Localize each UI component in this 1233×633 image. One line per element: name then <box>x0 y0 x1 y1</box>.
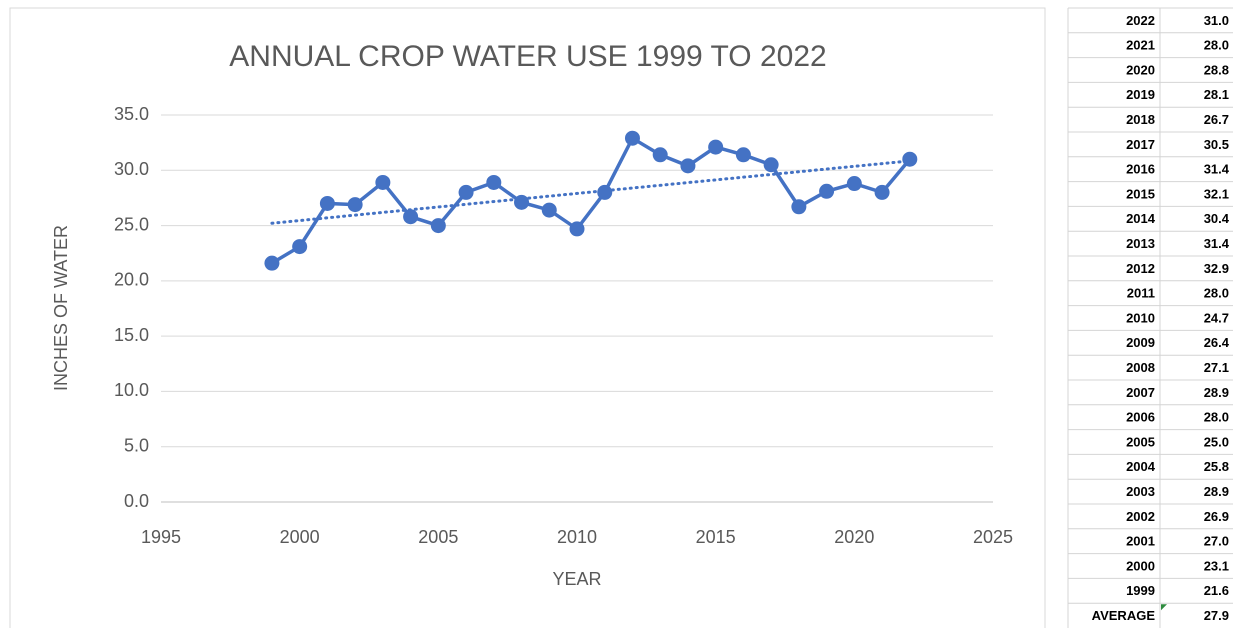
cell: 25.0 <box>1204 434 1229 449</box>
marker <box>680 158 696 174</box>
marker <box>624 130 640 146</box>
cell: 2009 <box>1126 335 1155 350</box>
cell: 2018 <box>1126 112 1155 127</box>
cell: 2022 <box>1126 13 1155 28</box>
cell: 2003 <box>1126 484 1155 499</box>
cell: 30.4 <box>1204 211 1230 226</box>
marker <box>846 176 862 192</box>
marker <box>569 221 585 237</box>
marker <box>514 194 530 210</box>
chart-area <box>9 7 1046 633</box>
marker <box>292 239 308 255</box>
cell: 25.8 <box>1204 459 1229 474</box>
cell: 2005 <box>1126 434 1155 449</box>
cell: 28.0 <box>1204 286 1229 301</box>
cell: 2012 <box>1126 261 1155 276</box>
cell: 31.4 <box>1204 236 1230 251</box>
cell: 27.0 <box>1204 534 1229 549</box>
cell: 32.1 <box>1204 186 1229 201</box>
y-tick-label: 15.0 <box>114 325 149 345</box>
cell: 2021 <box>1126 38 1155 53</box>
cell: 21.6 <box>1204 583 1229 598</box>
cell: 2000 <box>1126 558 1155 573</box>
x-tick-label: 2020 <box>834 527 874 547</box>
trendline <box>270 159 912 225</box>
cell: 2001 <box>1126 534 1155 549</box>
marker <box>791 199 807 215</box>
marker <box>347 197 363 213</box>
marker <box>652 147 668 163</box>
marker <box>597 184 613 200</box>
cell: 28.9 <box>1204 385 1229 400</box>
marker <box>763 157 779 173</box>
marker <box>430 218 446 234</box>
marker <box>708 139 724 155</box>
x-axis-label: YEAR <box>552 569 601 589</box>
cell: 2014 <box>1126 211 1156 226</box>
cell: 28.0 <box>1204 38 1229 53</box>
y-tick-label: 35.0 <box>114 104 149 124</box>
cell: 31.4 <box>1204 162 1230 177</box>
cell-flag <box>1161 604 1167 611</box>
marker <box>375 174 391 190</box>
cell: 28.9 <box>1204 484 1229 499</box>
x-tick-label: 2005 <box>418 527 458 547</box>
y-axis-label: INCHES OF WATER <box>51 225 71 391</box>
y-tick-label: 10.0 <box>114 380 149 400</box>
y-tick-label: 20.0 <box>114 270 149 290</box>
cell: 2013 <box>1126 236 1155 251</box>
cell: 2019 <box>1126 87 1155 102</box>
cell: 24.7 <box>1204 310 1229 325</box>
cell: 1999 <box>1126 583 1155 598</box>
x-tick-label: 2015 <box>696 527 736 547</box>
y-tick-label: 5.0 <box>124 435 149 455</box>
table: 2022 31.0 2021 28.0 2020 28.8 2019 28.1 2018 26.7… <box>1067 7 1233 628</box>
cell: 30.5 <box>1204 137 1229 152</box>
cell: 2006 <box>1126 410 1155 425</box>
cell: 26.7 <box>1204 112 1229 127</box>
y-tick-label: 30.0 <box>114 159 149 179</box>
cell: 2016 <box>1126 162 1155 177</box>
marker <box>458 184 474 200</box>
marker <box>264 255 280 271</box>
cell: 2011 <box>1127 286 1155 301</box>
cell: 26.9 <box>1204 509 1229 524</box>
cell: 2002 <box>1126 509 1155 524</box>
cell: 28.8 <box>1204 62 1229 77</box>
x-tick-label: 2025 <box>973 527 1013 547</box>
plot: 0.0 5.0 10.0 15.0 20.0 25.0 30.0 35.0 1995 2000 20… <box>114 104 1013 547</box>
cell: 2008 <box>1126 360 1155 375</box>
marker <box>319 195 335 211</box>
marker <box>819 183 835 199</box>
cell: 28.1 <box>1204 87 1229 102</box>
cell: 23.1 <box>1204 558 1229 573</box>
chart-title: ANNUAL CROP WATER USE 1999 TO 2022 <box>229 40 826 73</box>
x-tick-label: 2010 <box>557 527 597 547</box>
cell: 2004 <box>1126 459 1156 474</box>
cell: 32.9 <box>1204 261 1229 276</box>
marker <box>902 151 918 167</box>
cell: 27.1 <box>1204 360 1229 375</box>
cell: AVERAGE <box>1092 608 1156 623</box>
x-tick-label: 2000 <box>280 527 320 547</box>
marker <box>541 202 557 218</box>
cell: 2020 <box>1126 62 1155 77</box>
marker <box>874 184 890 200</box>
marker <box>403 209 419 225</box>
cell: 26.4 <box>1204 335 1230 350</box>
cell: 2017 <box>1126 137 1155 152</box>
cell: 28.0 <box>1204 410 1229 425</box>
x-tick-label: 1995 <box>141 527 181 547</box>
cell: 2010 <box>1126 310 1155 325</box>
cell: 27.9 <box>1204 608 1229 623</box>
y-tick-label: 25.0 <box>114 214 149 234</box>
cell: 31.0 <box>1204 13 1229 28</box>
cell: 2007 <box>1126 385 1155 400</box>
y-tick-label: 0.0 <box>124 491 149 511</box>
marker <box>486 174 502 190</box>
cell: 2015 <box>1126 186 1155 201</box>
marker <box>735 147 751 163</box>
